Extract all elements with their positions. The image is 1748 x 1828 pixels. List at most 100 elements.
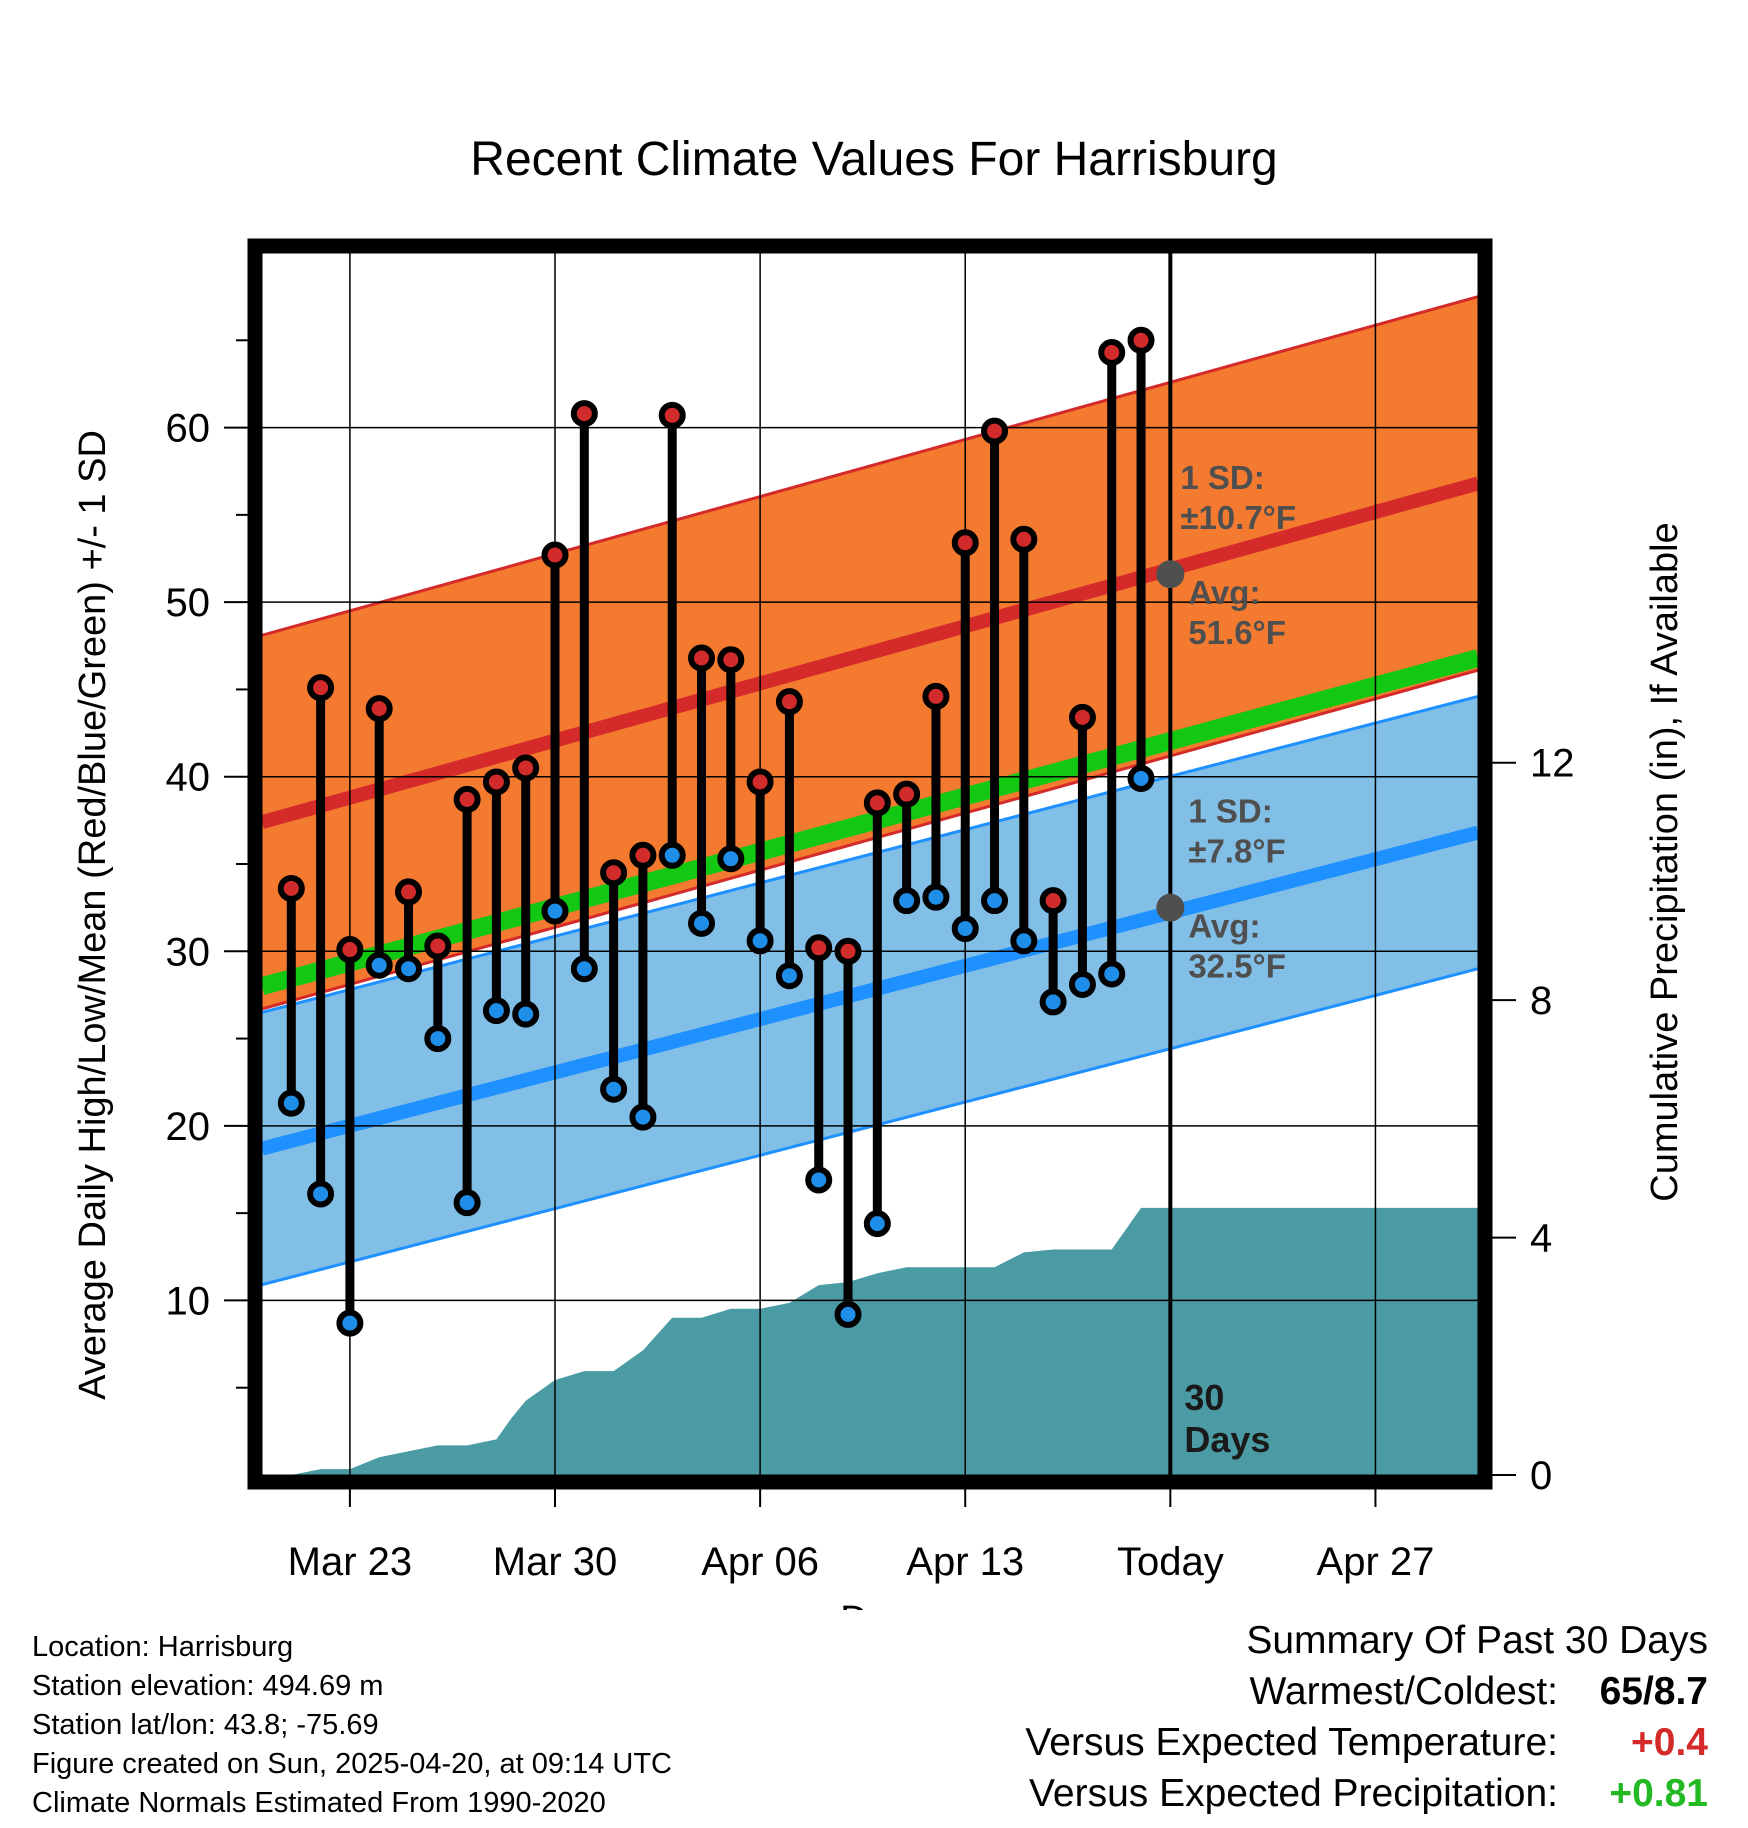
high-avg-label-line2: 51.6°F	[1188, 614, 1286, 651]
bottom-tick-label: Apr 06	[701, 1540, 819, 1584]
daily-high-point	[658, 401, 686, 429]
daily-low-point	[893, 887, 921, 915]
daily-high-point	[629, 841, 657, 869]
daily-high-point	[570, 400, 598, 428]
axes: 10 20 30 40 50 60 0 4 8 12 Mar 23 Mar 30 Apr 06 Apr 1…	[166, 339, 1575, 1584]
precip-anomaly-value: +0.81	[1609, 1772, 1708, 1815]
latlon-text: Station lat/lon: 43.8; -75.69	[32, 1709, 379, 1741]
plot-frame	[247, 238, 1493, 1490]
daily-low-point	[277, 1089, 305, 1117]
daily-low-point	[746, 927, 774, 955]
daily-low-point	[951, 915, 979, 943]
daily-high-point	[482, 768, 510, 796]
daily-low-point	[981, 887, 1009, 915]
right-tick-label: 4	[1530, 1217, 1552, 1261]
created-text: Figure created on Sun, 2025-04-20, at 09…	[32, 1748, 672, 1780]
precip-area	[276, 1207, 1478, 1475]
window-label-line1: 30	[1184, 1377, 1224, 1418]
plot-border	[247, 238, 1493, 1490]
summary-temp-row: Versus Expected Temperature: +0.4	[1025, 1717, 1708, 1768]
normal-bands	[262, 295, 1478, 1287]
daily-high-point	[600, 859, 628, 887]
daily-high-point	[336, 936, 364, 964]
precip-anomaly-label: Versus Expected Precipitation:	[1029, 1772, 1558, 1815]
warmest-value: 65/8.7	[1599, 1670, 1708, 1713]
daily-observations	[277, 326, 1155, 1337]
daily-low-point	[863, 1210, 891, 1238]
daily-low-point	[424, 1025, 452, 1053]
daily-low-point	[541, 897, 569, 925]
normal-high-line	[262, 476, 1478, 829]
daily-low-point	[658, 841, 686, 869]
right-tick-label: 12	[1530, 742, 1575, 786]
daily-high-point	[775, 688, 803, 716]
summary-heading: Summary Of Past 30 Days	[1246, 1619, 1708, 1662]
daily-high-point	[717, 646, 745, 674]
low-sd-label-line2: ±7.8°F	[1188, 833, 1285, 870]
low-avg-label-line2: 32.5°F	[1188, 948, 1286, 985]
summary-panel: Summary Of Past 30 Days Warmest/Coldest:…	[1025, 1615, 1708, 1819]
bottom-tick-label: Mar 30	[493, 1540, 618, 1584]
daily-low-point	[688, 909, 716, 937]
daily-high-point	[805, 934, 833, 962]
left-tick-label: 20	[166, 1105, 211, 1149]
daily-high-point	[1098, 339, 1126, 367]
window-label-line2: Days	[1184, 1419, 1270, 1460]
daily-high-point	[277, 874, 305, 902]
low-sd-label-line1: 1 SD:	[1188, 793, 1272, 830]
daily-low-point	[1010, 927, 1038, 955]
left-tick-label: 60	[166, 407, 211, 451]
daily-high-point	[453, 785, 481, 813]
daily-low-point	[365, 951, 393, 979]
daily-high-point	[365, 695, 393, 723]
daily-low-point	[1098, 960, 1126, 988]
daily-low-point	[570, 955, 598, 983]
daily-high-point	[1010, 525, 1038, 553]
right-tick-label: 0	[1530, 1454, 1552, 1498]
cumulative-precip-area	[276, 1207, 1478, 1475]
daily-low-point	[834, 1300, 862, 1328]
daily-high-point	[922, 682, 950, 710]
daily-high-point	[1039, 887, 1067, 915]
station-info: Location: Harrisburg Station elevation: …	[32, 1628, 672, 1823]
daily-high-point	[688, 644, 716, 672]
daily-low-point	[1068, 970, 1096, 998]
daily-high-point	[395, 878, 423, 906]
daily-low-point	[512, 1000, 540, 1028]
daily-high-point	[1127, 326, 1155, 354]
y-axis-label-right: Cumulative Precipitation (in), If Availa…	[1644, 522, 1686, 1201]
daily-high-point	[541, 541, 569, 569]
bottom-tick-label: Apr 27	[1317, 1540, 1435, 1584]
daily-high-point	[746, 768, 774, 796]
daily-low-point	[482, 997, 510, 1025]
y-axis-label-left: Average Daily High/Low/Mean (Red/Blue/Gr…	[72, 430, 114, 1400]
warmest-label: Warmest/Coldest:	[1249, 1670, 1558, 1713]
bottom-tick-label: Today	[1117, 1540, 1224, 1584]
right-tick-label: 8	[1530, 979, 1552, 1023]
today-avg-high-marker	[1156, 560, 1185, 589]
daily-low-point	[775, 962, 803, 990]
daily-high-point	[512, 754, 540, 782]
location-text: Location: Harrisburg	[32, 1631, 294, 1663]
daily-high-point	[307, 674, 335, 702]
low-sd-lower-edge	[262, 967, 1478, 1287]
daily-high-point	[834, 937, 862, 965]
left-tick-label: 50	[166, 581, 211, 625]
temp-anomaly-value: +0.4	[1631, 1721, 1708, 1764]
left-tick-label: 40	[166, 756, 211, 800]
daily-low-point	[717, 845, 745, 873]
daily-high-point	[893, 780, 921, 808]
daily-low-point	[336, 1309, 364, 1337]
high-avg-label-line1: Avg:	[1188, 574, 1260, 611]
daily-low-point	[600, 1075, 628, 1103]
left-tick-label: 10	[166, 1279, 211, 1323]
daily-low-point	[922, 883, 950, 911]
daily-high-point	[424, 932, 452, 960]
daily-low-point	[1127, 764, 1155, 792]
summary-precip-row: Versus Expected Precipitation: +0.81	[1025, 1768, 1708, 1819]
high-sd-label-line1: 1 SD:	[1180, 459, 1264, 496]
daily-low-point	[453, 1189, 481, 1217]
elevation-text: Station elevation: 494.69 m	[32, 1670, 384, 1702]
daily-high-point	[1068, 703, 1096, 731]
